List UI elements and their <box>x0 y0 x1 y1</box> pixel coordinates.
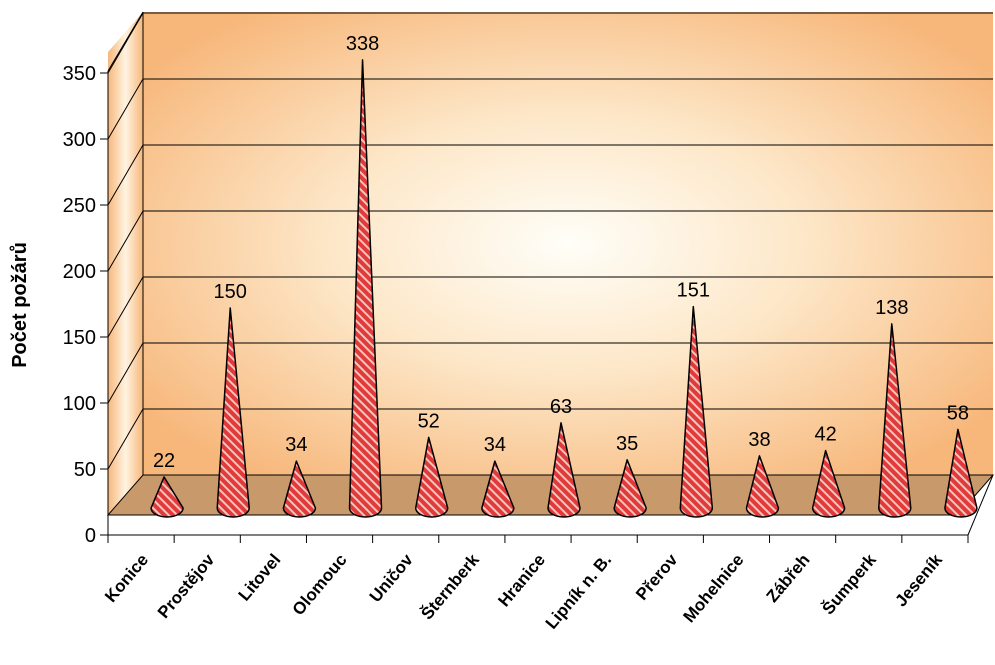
data-label: 63 <box>550 396 572 418</box>
x-tick-label: Zábřeh <box>763 550 814 606</box>
floor-edge <box>967 474 994 536</box>
cone-litovel <box>282 460 317 518</box>
y-axis: 0 50 100 150 200 250 300 350 <box>63 11 994 547</box>
gridline-side <box>107 144 144 206</box>
y-tick-label: 0 <box>85 525 96 547</box>
data-label: 150 <box>214 281 247 303</box>
cone-prost-jov <box>216 307 250 518</box>
gridline-side <box>107 408 144 470</box>
cone-uni-ov <box>414 436 449 518</box>
x-tick-label: Přerov <box>632 550 682 604</box>
y-tick-label: 50 <box>74 459 96 481</box>
data-label: 58 <box>947 402 969 424</box>
gridlines <box>107 12 993 470</box>
data-label: 34 <box>285 434 307 456</box>
y-tick-label: 350 <box>63 63 96 85</box>
cone-jesen-k <box>944 428 978 518</box>
gridline-side <box>107 342 144 404</box>
cone-mohelnice <box>745 455 780 518</box>
cone-konice <box>150 476 184 518</box>
x-tick-label: Olomouc <box>289 550 351 619</box>
gridline-side <box>107 12 144 74</box>
x-tick-label: Hranice <box>494 550 549 610</box>
data-label: 35 <box>616 433 638 455</box>
cones <box>150 59 978 518</box>
wall-edge <box>107 11 144 72</box>
chart-side-wall <box>108 12 143 515</box>
cone-hranice <box>547 422 581 518</box>
x-tick-label: Uničov <box>366 550 417 606</box>
y-tick-label: 250 <box>63 195 96 217</box>
x-tick-label: Jeseník <box>891 550 946 610</box>
y-tick-label: 300 <box>63 129 96 151</box>
x-tick-label: Prostějov <box>154 550 219 622</box>
gridline-side <box>107 78 144 140</box>
cone--umperk <box>878 323 912 518</box>
x-tick-label: Litovel <box>235 550 285 604</box>
data-label: 151 <box>677 280 710 302</box>
gridline-side <box>107 276 144 338</box>
data-label: 42 <box>814 424 836 446</box>
y-tick-label: 150 <box>63 327 96 349</box>
x-tick-label: Šumperk <box>819 550 881 618</box>
cone-p-erov <box>679 305 714 518</box>
data-label: 52 <box>418 410 440 432</box>
y-axis-title: Počet požárů <box>9 242 31 368</box>
data-label: 338 <box>346 33 379 55</box>
gridline-side <box>107 210 144 272</box>
cone-olomouc <box>348 59 383 518</box>
x-tick-label: Šternberk <box>417 550 483 623</box>
cone--ternberk <box>481 460 515 518</box>
x-tick-label: Konice <box>101 550 152 606</box>
data-label: 34 <box>484 434 506 456</box>
x-tick-label: Mohelnice <box>680 550 748 626</box>
x-tick-label: Lipník n. B. <box>542 550 615 632</box>
data-label: 38 <box>748 429 770 451</box>
data-label: 22 <box>153 450 175 472</box>
data-label: 138 <box>875 297 908 319</box>
data-labels: 22 150 34 338 52 34 63 35 151 38 42 138 58 <box>153 33 969 472</box>
x-axis: Konice Prostějov Litovel Olomouc Uničov Štern… <box>101 550 946 633</box>
y-tick-label: 100 <box>63 393 96 415</box>
cone-z-b-eh <box>811 449 846 518</box>
y-tick-label: 200 <box>63 261 96 283</box>
cone-lipn-k-n-b- <box>613 459 647 518</box>
